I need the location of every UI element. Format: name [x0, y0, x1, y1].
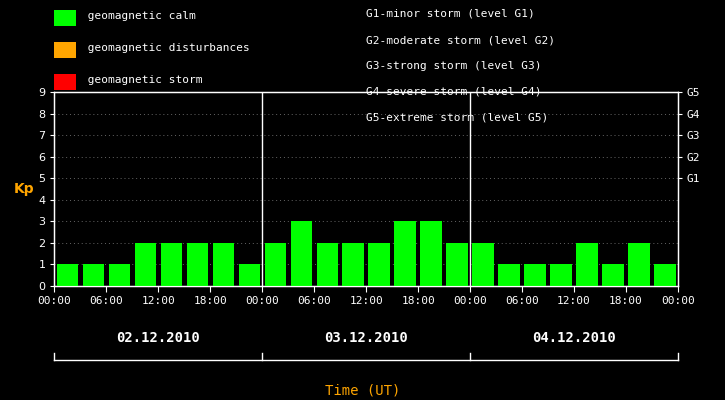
- Text: G2-moderate storm (level G2): G2-moderate storm (level G2): [366, 35, 555, 45]
- Y-axis label: Kp: Kp: [14, 182, 35, 196]
- Text: G5-extreme storm (level G5): G5-extreme storm (level G5): [366, 113, 548, 123]
- Text: 03.12.2010: 03.12.2010: [324, 331, 408, 345]
- Bar: [576, 243, 597, 286]
- Text: geomagnetic storm: geomagnetic storm: [81, 75, 203, 85]
- Text: G4-severe storm (level G4): G4-severe storm (level G4): [366, 87, 542, 97]
- Bar: [342, 243, 364, 286]
- Bar: [602, 264, 624, 286]
- Bar: [368, 243, 390, 286]
- Bar: [447, 243, 468, 286]
- Bar: [109, 264, 130, 286]
- Bar: [498, 264, 520, 286]
- Bar: [161, 243, 182, 286]
- Bar: [394, 221, 415, 286]
- Bar: [524, 264, 546, 286]
- Bar: [212, 243, 234, 286]
- Bar: [291, 221, 312, 286]
- Bar: [135, 243, 156, 286]
- Bar: [317, 243, 338, 286]
- Bar: [420, 221, 442, 286]
- Text: 02.12.2010: 02.12.2010: [117, 331, 200, 345]
- Bar: [186, 243, 208, 286]
- Bar: [265, 243, 286, 286]
- Bar: [57, 264, 78, 286]
- Bar: [550, 264, 571, 286]
- Text: Time (UT): Time (UT): [325, 383, 400, 397]
- Text: G1-minor storm (level G1): G1-minor storm (level G1): [366, 9, 535, 19]
- Bar: [629, 243, 650, 286]
- Bar: [654, 264, 676, 286]
- Bar: [83, 264, 104, 286]
- Bar: [239, 264, 260, 286]
- Text: geomagnetic calm: geomagnetic calm: [81, 11, 196, 21]
- Bar: [473, 243, 494, 286]
- Text: geomagnetic disturbances: geomagnetic disturbances: [81, 43, 250, 53]
- Text: G3-strong storm (level G3): G3-strong storm (level G3): [366, 61, 542, 71]
- Text: 04.12.2010: 04.12.2010: [532, 331, 616, 345]
